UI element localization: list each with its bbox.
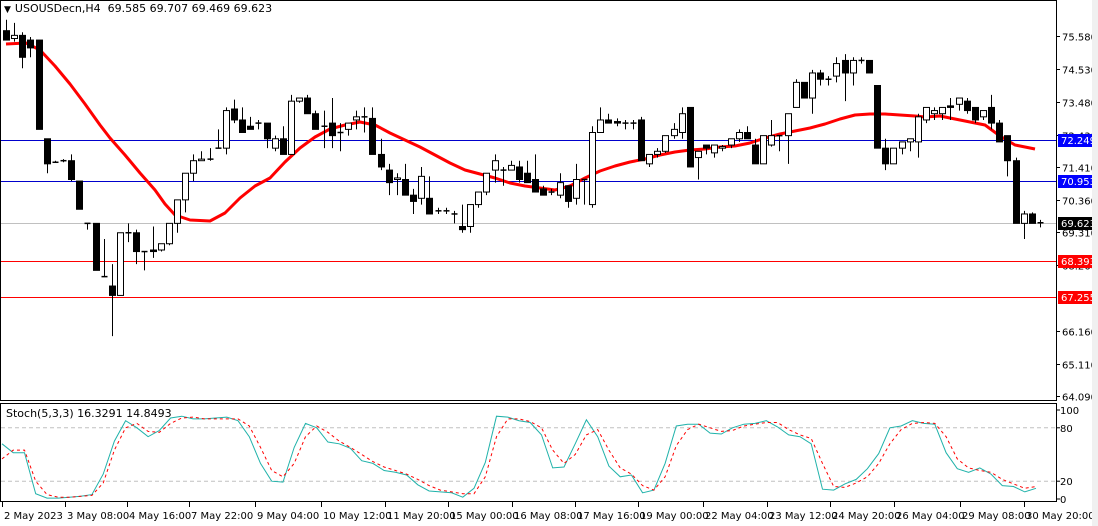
svg-text:65.110: 65.110 [1062, 361, 1097, 372]
svg-text:71.410: 71.410 [1062, 164, 1097, 175]
price-tags: 72.249 70.953 69.623 68.393 67.255 [1058, 134, 1098, 304]
svg-text:26 May 04:00: 26 May 04:00 [896, 511, 965, 522]
svg-text:67.255: 67.255 [1061, 293, 1096, 304]
svg-text:15 May 00:00: 15 May 00:00 [450, 511, 519, 522]
svg-text:64.090: 64.090 [1062, 393, 1097, 404]
svg-text:68.393: 68.393 [1061, 257, 1096, 268]
svg-text:69.310: 69.310 [1062, 229, 1097, 240]
svg-text:22 May 04:00: 22 May 04:00 [705, 511, 774, 522]
svg-text:10 May 12:00: 10 May 12:00 [323, 511, 392, 522]
svg-text:69.623: 69.623 [1061, 219, 1096, 230]
svg-text:0: 0 [1060, 495, 1066, 506]
price-pane-frame [0, 0, 1057, 401]
svg-text:73.480: 73.480 [1062, 99, 1097, 110]
stoch-pane-frame [0, 403, 1057, 502]
svg-text:66.160: 66.160 [1062, 328, 1097, 339]
svg-text:30 May 20:00: 30 May 20:00 [1026, 511, 1095, 522]
time-axis: 2 May 2023 3 May 08:00 4 May 16:00 7 May 22… [2, 502, 1095, 522]
svg-text:74.530: 74.530 [1062, 66, 1097, 77]
svg-text:29 May 08:00: 29 May 08:00 [962, 511, 1031, 522]
candlesticks [3, 19, 1044, 337]
triangle-down-icon[interactable]: ▼ [4, 5, 11, 15]
svg-text:2 May 2023: 2 May 2023 [4, 511, 63, 522]
svg-text:19 May 00:00: 19 May 00:00 [640, 511, 709, 522]
svg-text:9 May 04:00: 9 May 04:00 [257, 511, 319, 522]
vertical-scrollbar[interactable] [1092, 0, 1098, 526]
svg-text:7 May 22:00: 7 May 22:00 [191, 511, 253, 522]
svg-text:80: 80 [1060, 424, 1073, 435]
svg-text:11 May 20:00: 11 May 20:00 [387, 511, 456, 522]
stoch-indicator-title: Stoch(5,3,3) 16.3291 14.8493 [6, 407, 172, 420]
svg-text:70.953: 70.953 [1061, 177, 1096, 188]
stoch-axis: 100 80 20 0 [1056, 406, 1079, 506]
ohlc-values: 69.585 69.707 69.469 69.623 [107, 2, 273, 15]
moving-average-line [5, 41, 1036, 223]
svg-text:75.580: 75.580 [1062, 33, 1097, 44]
svg-text:3 May 08:00: 3 May 08:00 [67, 511, 129, 522]
chart-title[interactable]: ▼ USOUSDecn,H4 69.585 69.707 69.469 69.62… [4, 2, 272, 15]
svg-text:23 May 12:00: 23 May 12:00 [769, 511, 838, 522]
svg-text:100: 100 [1060, 406, 1079, 417]
svg-text:16 May 08:00: 16 May 08:00 [514, 511, 583, 522]
svg-text:24 May 20:00: 24 May 20:00 [832, 511, 901, 522]
stochastic-lines [1, 415, 1056, 499]
svg-text:4 May 16:00: 4 May 16:00 [129, 511, 191, 522]
svg-text:20: 20 [1060, 477, 1073, 488]
svg-text:72.249: 72.249 [1061, 136, 1096, 147]
svg-text:17 May 16:00: 17 May 16:00 [577, 511, 646, 522]
symbol-timeframe: USOUSDecn,H4 [14, 2, 101, 15]
svg-text:70.360: 70.360 [1062, 197, 1097, 208]
